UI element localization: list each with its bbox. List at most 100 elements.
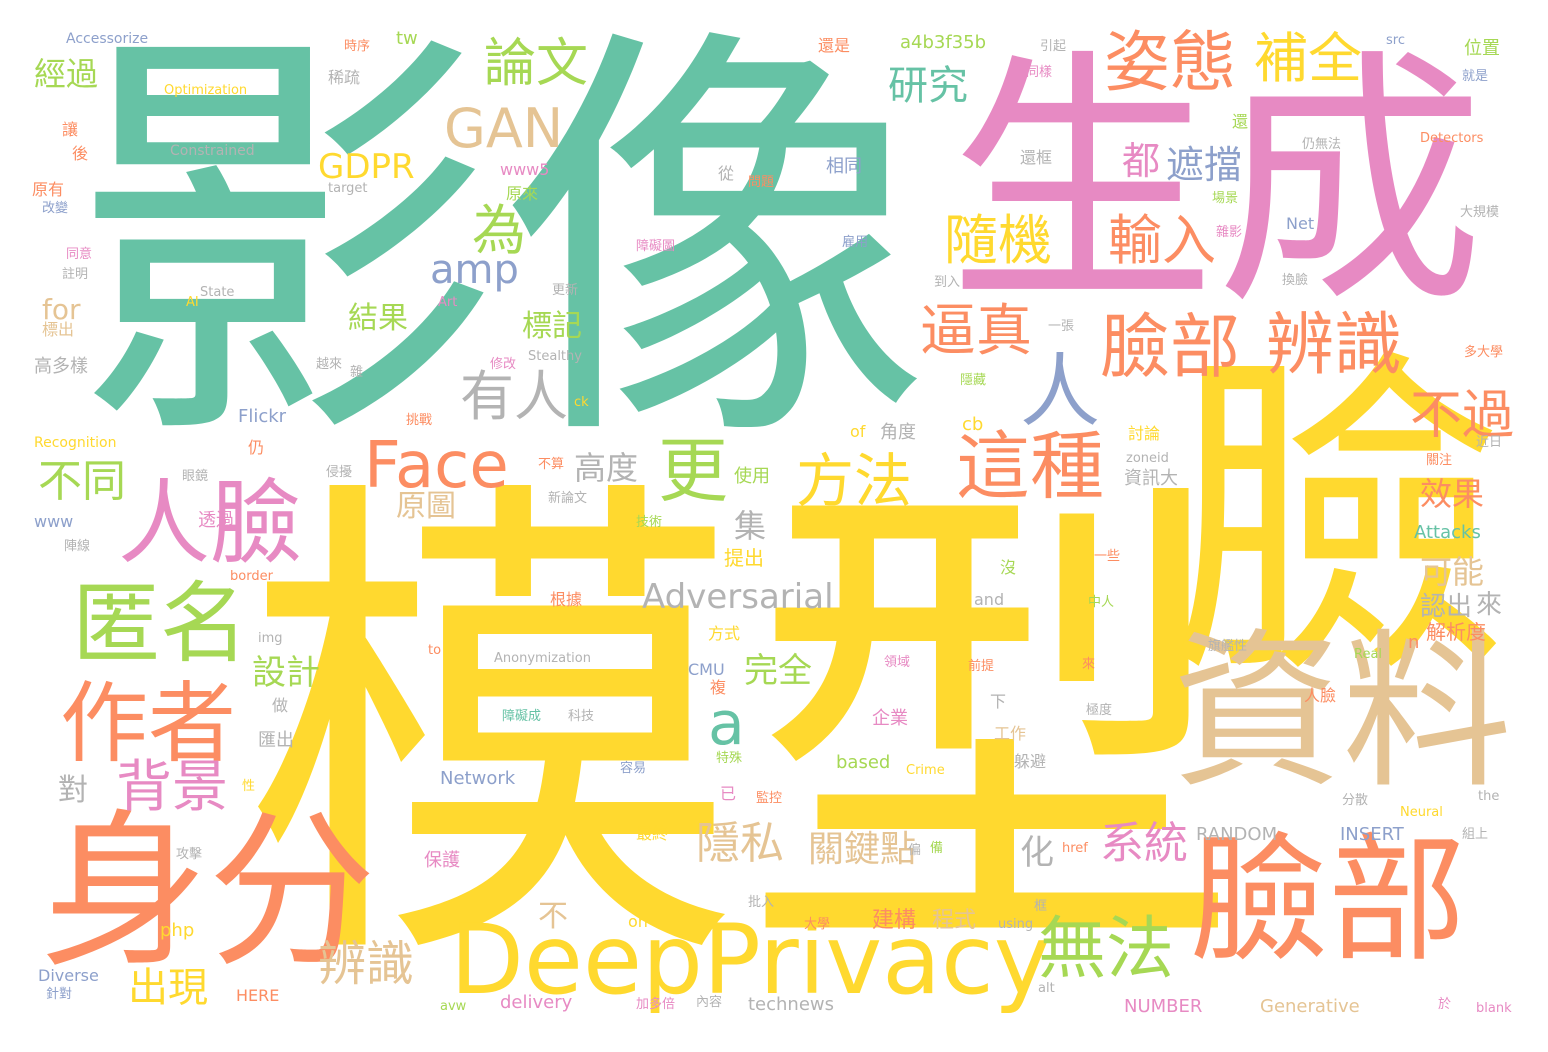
word-constrained: Constrained [170, 143, 255, 159]
word-reng: 仍 [248, 438, 265, 457]
word-ck: ck [574, 395, 589, 410]
word-using: using [998, 917, 1034, 932]
word-hua: 化 [1020, 833, 1054, 873]
word-cmu: CMU [688, 660, 725, 679]
word-yanjing: 眼鏡 [182, 469, 209, 484]
word-adversarial: Adversarial [642, 577, 834, 617]
word-gaoduoyang: 高多樣 [34, 356, 88, 377]
word-anonymization: Anonymization [494, 651, 591, 666]
word-jingguo: 經過 [34, 55, 99, 93]
word-www5: www5 [500, 160, 550, 179]
word-bianshi-tan: 辨識 [318, 936, 415, 992]
word-bei: 備 [930, 841, 944, 856]
word-yanjiu: 研究 [888, 63, 968, 109]
word-zuizhong: 最終 [636, 824, 669, 843]
word-zuozhe: 作者 [60, 672, 237, 775]
word-fensan: 分散 [1342, 793, 1369, 808]
word-niming: 匿名 [72, 572, 249, 675]
word-jiaduobei: 加多倍 [636, 997, 676, 1012]
word-a: a [708, 689, 745, 759]
word-and: and [974, 590, 1005, 609]
word-fu: 複 [710, 678, 727, 697]
word-stealthy: Stealthy [528, 349, 582, 364]
word-flickr: Flickr [238, 406, 287, 427]
word-huichu: 匯出 [258, 730, 294, 751]
word-bizhen: 逼真 [920, 299, 1032, 364]
word-jiangou: 建構 [872, 908, 917, 933]
word-buquan: 補全 [1254, 27, 1362, 90]
word-of: of [850, 422, 866, 441]
word-lingyu: 領域 [884, 655, 911, 670]
word-xia: 下 [990, 692, 1007, 711]
word-jiushi: 就是 [1462, 69, 1489, 84]
word-for: for [42, 293, 81, 326]
word-haishi: 還是 [818, 36, 851, 55]
word-hai: 還 [1232, 112, 1249, 131]
word-href: href [1062, 841, 1088, 856]
word-duobi: 躲避 [1014, 752, 1047, 771]
word-alt: alt [1038, 981, 1055, 996]
word-renlian: 人臉 [118, 470, 303, 577]
word-gaodu: 高度 [574, 449, 639, 487]
word-cong: 從 [718, 164, 735, 183]
word-renlian-small: 人臉 [1304, 686, 1337, 705]
word-shixu: 時序 [344, 39, 371, 54]
word-ji: 集 [734, 507, 767, 545]
word-yuelai: 越來 [316, 357, 343, 372]
word-yincang: 隱藏 [960, 373, 987, 388]
word-zoneid: zoneid [1126, 451, 1169, 466]
word-zhongren: 中人 [1088, 595, 1115, 610]
word-yinsi: 隱私 [696, 818, 784, 869]
word-a4b3f35b: a4b3f35b [900, 32, 987, 53]
word-zhendui: 針對 [46, 987, 73, 1002]
word-yuanlai: 原來 [506, 184, 539, 203]
word-shenfen: 身分 [40, 794, 376, 990]
word-lunwen: 論文 [484, 34, 589, 94]
word-amp: amp [430, 247, 519, 293]
word-yuantu: 原圖 [396, 489, 456, 524]
word-qianti: 前提 [968, 659, 995, 674]
word-zhezhong: 這種 [956, 424, 1104, 510]
word-deepprivacy: DeepPrivacy [450, 904, 1051, 1016]
word-genju: 根據 [550, 590, 583, 609]
word-accessorize: Accessorize [66, 31, 149, 47]
word-haikuang: 還框 [1020, 148, 1053, 167]
word-gaibian: 改變 [42, 201, 69, 216]
word-jiankong: 監控 [756, 791, 783, 806]
word-keneng: 可能 [1420, 553, 1485, 591]
word-insert: INSERT [1340, 824, 1404, 845]
word-neirong: 內容 [696, 995, 723, 1010]
word-jiexidu: 解析度 [1426, 620, 1486, 644]
word-jishu: 技術 [636, 515, 663, 530]
word-lai-small: 來 [1082, 657, 1096, 672]
word-pian: 偏 [908, 843, 922, 858]
word-piru: 批入 [748, 895, 775, 910]
word-jieguo: 結果 [348, 301, 408, 336]
word-ziliao: 資料 [1172, 614, 1513, 812]
word-php: php [160, 920, 195, 941]
word-xiangtong: 相同 [826, 156, 862, 177]
word-ren: 人 [1020, 345, 1100, 438]
word-fangshi: 方式 [708, 624, 741, 643]
word-jidu: 極度 [1086, 703, 1113, 718]
word-butong: 不同 [38, 456, 126, 507]
word-gongji: 攻擊 [176, 847, 203, 862]
word-lianbu-large: 臉部 [1190, 820, 1467, 981]
word-zaying: 雜影 [1216, 225, 1243, 240]
word-guyong: 雇用 [842, 235, 869, 250]
word-zixunda: 資訊大 [1124, 468, 1178, 489]
word-zushang: 組上 [1462, 827, 1489, 842]
word-renchu: 認出 [1420, 592, 1473, 622]
word-random: RANDOM [1196, 824, 1278, 845]
word-src: src [1386, 33, 1405, 48]
word-n: n [1408, 632, 1420, 653]
word-gongzuo: 工作 [994, 724, 1027, 743]
word-tongyang: 同樣 [1026, 65, 1053, 80]
word-xiaoguo: 效果 [1420, 475, 1485, 513]
word-here: HERE [236, 986, 280, 1005]
word-delivery: delivery [500, 992, 573, 1013]
word-sheji: 設計 [252, 653, 320, 693]
word-hou: 後 [72, 144, 89, 163]
word-tongyi: 同意 [66, 247, 93, 262]
